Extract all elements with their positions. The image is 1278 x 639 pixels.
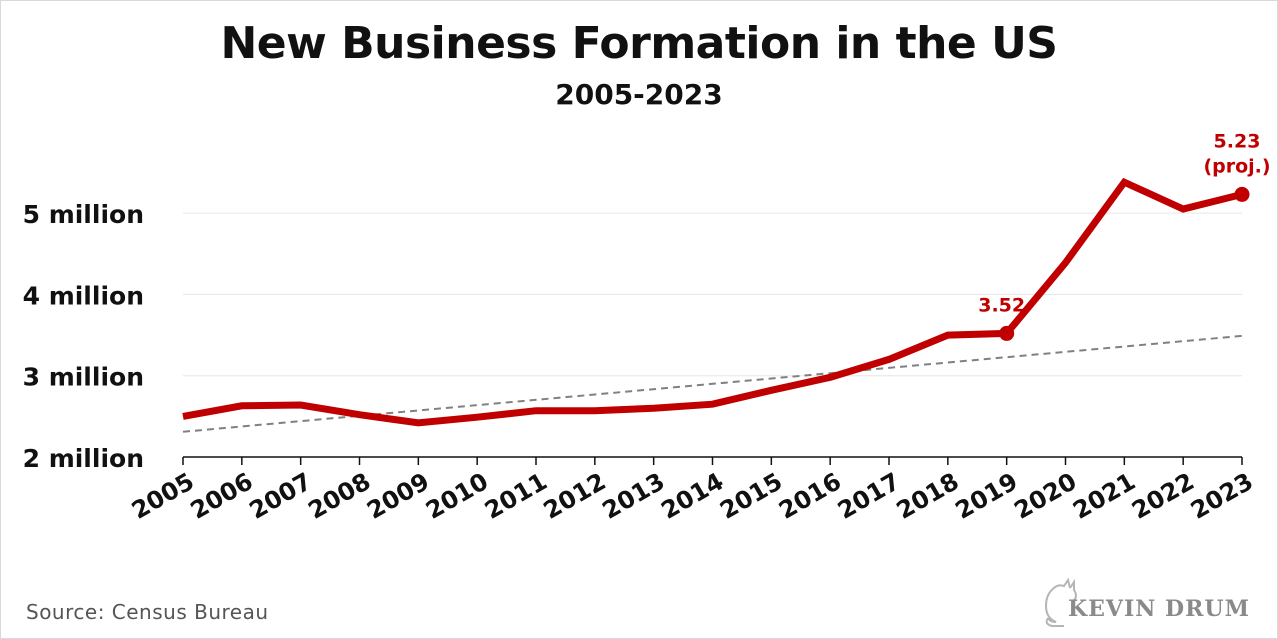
trend-line bbox=[182, 334, 1243, 433]
y-tick-label: 4 million bbox=[23, 281, 144, 310]
x-tick-label: 2013 bbox=[598, 467, 670, 525]
data-label: 3.52 bbox=[978, 294, 1025, 316]
y-tick-label: 2 million bbox=[23, 444, 144, 473]
data-point-marker bbox=[999, 325, 1015, 341]
cat-logo-icon bbox=[1044, 578, 1077, 627]
x-tick-label: 2018 bbox=[892, 467, 964, 525]
x-tick-label: 2016 bbox=[774, 467, 846, 525]
x-tick-label: 2007 bbox=[245, 467, 317, 525]
brand-name: KEVIN DRUM bbox=[1068, 596, 1250, 622]
x-tick-label: 2008 bbox=[303, 467, 375, 525]
y-tick-label: 3 million bbox=[23, 363, 144, 392]
x-tick-label: 2006 bbox=[186, 467, 258, 525]
x-tick-label: 2022 bbox=[1127, 467, 1199, 525]
y-tick-label: 5 million bbox=[23, 200, 144, 229]
x-tick-label: 2015 bbox=[715, 467, 787, 525]
x-tick-label: 2017 bbox=[833, 467, 905, 525]
series-line bbox=[182, 177, 1243, 427]
brand-logo: KEVIN DRUM bbox=[1040, 578, 1249, 628]
chart-title: New Business Formation in the US bbox=[220, 18, 1058, 69]
chart-subtitle: 2005-2023 bbox=[555, 78, 723, 111]
x-tick-label: 2009 bbox=[362, 467, 434, 525]
x-tick-label: 2019 bbox=[951, 467, 1023, 525]
x-tick-label: 2012 bbox=[539, 467, 611, 525]
data-point-marker bbox=[1234, 186, 1250, 202]
x-tick-label: 2023 bbox=[1186, 467, 1258, 525]
x-tick-label: 2014 bbox=[656, 467, 728, 525]
x-tick-label: 2005 bbox=[127, 467, 199, 525]
x-tick-label: 2020 bbox=[1009, 467, 1081, 525]
data-label: 5.23 bbox=[1214, 130, 1261, 152]
x-tick-label: 2021 bbox=[1068, 467, 1140, 525]
x-tick-label: 2010 bbox=[421, 467, 493, 525]
x-tick-label: 2011 bbox=[480, 467, 552, 525]
source-note: Source: Census Bureau bbox=[26, 600, 269, 624]
data-label: (proj.) bbox=[1203, 155, 1270, 177]
